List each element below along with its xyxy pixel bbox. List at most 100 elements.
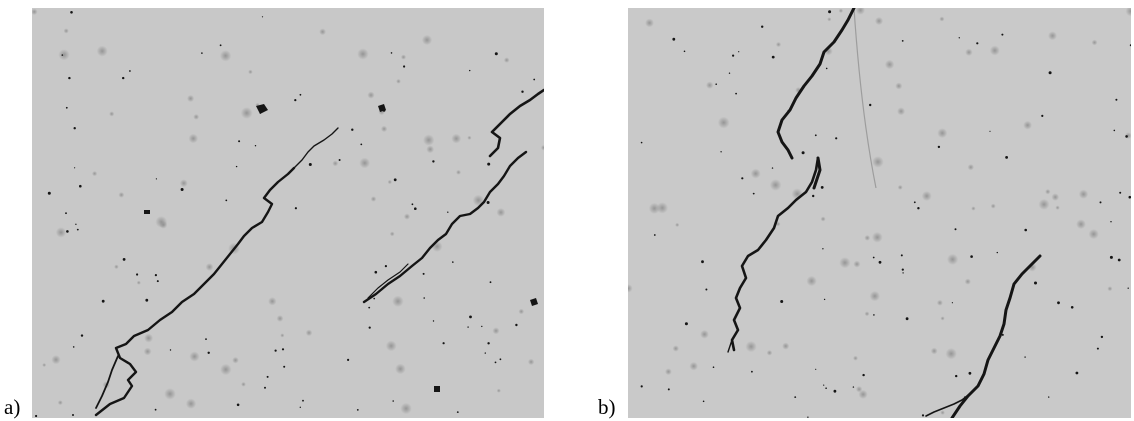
dust-spot [220,363,232,376]
dust-spot [855,8,865,15]
dust-speck [154,274,157,277]
dust-speck [683,50,686,53]
dust-spot [109,111,115,117]
dust-spot [884,59,895,70]
dust-speck [823,384,825,386]
dust-speck [771,55,775,59]
dust-speck [801,151,805,155]
dust-speck [913,201,916,204]
dust-speck [392,400,395,402]
dust-speck [1125,135,1128,138]
dust-spot [426,145,435,154]
dust-speck [368,306,371,309]
dust-speck [814,134,817,137]
dust-speck [236,403,240,407]
dust-speck [968,371,972,375]
dust-spot [193,114,200,120]
dust-speck [469,69,471,72]
dust-speck [835,137,838,140]
dust-spot [431,241,443,252]
dust-spot [665,368,672,376]
dust-speck [281,348,285,351]
dust-spot [971,206,976,211]
dust-spot [656,202,668,214]
dust-speck [825,387,827,390]
dust-speck [901,268,904,271]
dust-speck [302,399,304,402]
dust-speck [351,128,354,131]
dust-speck [73,127,76,130]
dust-speck [794,396,797,398]
dust-speck [825,67,828,70]
dust-spot [945,348,957,360]
dust-speck [900,254,903,257]
dust-spot [967,164,974,171]
dust-spot [827,17,832,22]
dust-spot [357,48,369,60]
dust-speck [1110,221,1112,223]
dust-speck [155,178,157,180]
dust-spot [939,16,945,22]
dust-speck [1100,335,1104,339]
dust-speck [1057,301,1060,305]
dust-speck [299,406,301,408]
dust-speck [872,256,875,259]
dust-speck [442,342,445,345]
dust-speck [1096,347,1099,350]
panel-b-dust [628,8,1131,418]
dust-spot [936,299,943,306]
dust-speck [780,300,784,303]
dust-spot [387,179,392,185]
dust-speck [486,201,490,204]
dust-speck [201,52,203,54]
dust-speck [1129,44,1131,47]
panel-b-micrograph [628,8,1131,418]
dust-spot [185,398,197,409]
dust-speck [937,145,941,149]
dust-speck [66,230,69,233]
dust-spot [1051,193,1060,201]
dust-speck [494,52,498,56]
dust-spot [188,133,199,144]
dust-speck [989,130,991,132]
dust-speck [712,366,715,369]
dust-spot [853,260,861,268]
dust-spot [380,125,388,133]
dust-speck [1109,255,1113,259]
dust-speck [1034,281,1037,285]
dust-speck [702,400,705,403]
dust-spot [540,144,544,151]
dust-speck [294,207,297,210]
dust-spot [940,410,945,415]
dust-speck [701,260,704,264]
dust-speck [862,373,865,377]
dust-spot [940,316,945,321]
dust-spot [1055,205,1060,210]
dust-speck [47,191,51,195]
dust-speck [1048,71,1052,75]
dust-speck [423,297,426,299]
dust-speck [169,349,172,351]
dust-spot [467,135,472,140]
dust-speck [905,317,909,321]
dust-spot [858,389,868,399]
dust-spot [672,345,679,352]
dust-speck [873,314,875,316]
dust-speck [869,103,872,107]
dust-speck [771,167,774,169]
dust-speck [61,54,64,56]
crack-a2-lower [367,263,409,299]
dust-speck [411,203,414,206]
dust-speck [79,184,82,188]
dust-spot [143,347,152,356]
dust-spot [370,196,377,202]
dust-speck [684,322,688,326]
dust-spot [189,351,200,362]
dust-spot [1076,219,1086,230]
dust-spot [1125,8,1131,17]
dust-speck [308,163,312,166]
dust-spot [895,82,903,90]
dust-spot [395,363,406,375]
dust-spot [518,308,525,315]
dust-speck [487,162,491,166]
